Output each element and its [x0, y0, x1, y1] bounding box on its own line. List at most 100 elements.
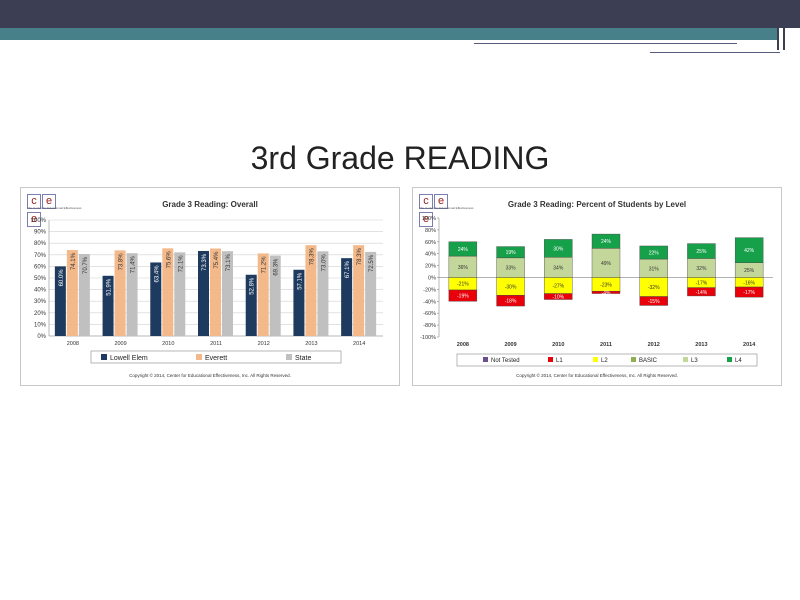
y-tick-label: -100%	[420, 335, 436, 341]
bar-value-label: 67.1%	[345, 261, 351, 279]
legend-swatch	[483, 357, 488, 362]
legend-label: BASIC	[639, 358, 658, 364]
bar-value-label: 30%	[553, 246, 564, 252]
bar-everett	[162, 248, 174, 336]
bar-value-label: 70.7%	[83, 256, 89, 274]
bar-value-label: -30%	[505, 284, 517, 290]
bar-value-label: 72.1%	[178, 255, 184, 273]
bar-value-label: 19%	[506, 250, 517, 256]
bar-state	[222, 251, 233, 336]
x-tick-label: 2009	[114, 341, 126, 347]
level-stacked-bar-chart: -100% -80% -60% -40% -20% 0% 20% 40% 60% 80% 100% 3…	[420, 216, 773, 367]
y-tick-label: 60%	[34, 264, 47, 270]
cee-logo: c ee The Center for Educational Effective…	[27, 194, 82, 227]
bar-value-label: 78.3%	[357, 248, 363, 266]
slide-accent-line	[777, 0, 779, 50]
bar-l1	[591, 290, 621, 294]
bar-value-label: 51.9%	[107, 278, 113, 296]
bar-l4	[496, 246, 525, 259]
bar-l1	[496, 295, 525, 307]
bar-value-label: 49%	[601, 261, 612, 267]
bar-value-label: -19%	[457, 294, 469, 300]
bar-l3	[591, 248, 621, 278]
legend-box	[90, 350, 342, 364]
bar-state	[269, 255, 281, 336]
bar-value-label: -17%	[743, 290, 755, 296]
bar-value-label: -23%	[600, 282, 612, 288]
y-tick-label: 60%	[425, 240, 436, 246]
slide-accent-bar	[0, 28, 777, 40]
bar-value-label: 69.3%	[274, 258, 280, 276]
bar-l4	[734, 237, 764, 263]
x-tick-label: 2014	[353, 341, 365, 347]
bar-value-label: 32%	[696, 266, 707, 272]
legend-label: Everett	[205, 355, 227, 362]
slide-top-bar	[0, 0, 800, 28]
legend-swatch	[286, 354, 292, 360]
bar-everett	[257, 253, 269, 336]
bar-value-label: 74.1%	[71, 252, 77, 270]
bar-state	[126, 253, 138, 336]
bar-lowell-elem	[245, 274, 257, 336]
bar-state	[317, 251, 329, 336]
y-tick-label: 20%	[425, 264, 436, 270]
bar-value-label: 25%	[696, 249, 707, 255]
y-tick-label: 80%	[425, 228, 436, 234]
bar-value-label: 73.1%	[226, 254, 232, 272]
y-tick-label: 50%	[34, 276, 47, 282]
y-tick-label: -60%	[423, 311, 436, 317]
bar-l4	[544, 239, 573, 258]
legend-label: L3	[691, 358, 698, 364]
bar-lowell-elem	[341, 258, 353, 336]
bar-value-label: 73.8%	[119, 253, 125, 271]
bar-value-label: 71.4%	[131, 256, 137, 274]
bar-l4	[591, 233, 621, 249]
bar-value-label: 24%	[458, 247, 469, 253]
y-tick-label: 20%	[34, 311, 47, 317]
bar-value-label: 25%	[744, 268, 755, 274]
bar-value-label: 31%	[649, 266, 660, 272]
y-tick-label: 40%	[34, 288, 47, 294]
bar-value-label: 73.0%	[321, 254, 327, 272]
bar-value-label: 33%	[506, 266, 517, 272]
legend-label: Lowell Elem	[110, 355, 148, 362]
legend-swatch	[196, 354, 202, 360]
overall-bar-chart: 0% 10% 20% 30% 40% 50% 60% 70% 80% 90% 100% 60.0% 74…	[31, 218, 383, 364]
legend-label: L2	[601, 358, 608, 364]
y-tick-label: 90%	[34, 230, 47, 236]
bar-lowell-elem	[54, 266, 66, 336]
bar-value-label: -21%	[457, 282, 469, 288]
bar-value-label: 60.0%	[59, 269, 65, 287]
bar-l4	[687, 243, 716, 259]
bar-l1	[687, 287, 716, 297]
bar-everett	[114, 250, 126, 336]
bar-value-label: 75.4%	[214, 251, 220, 269]
y-tick-label: -80%	[423, 323, 436, 329]
legend-swatch	[683, 357, 688, 362]
y-tick-label: 80%	[34, 241, 47, 247]
legend-label: Not Tested	[491, 358, 520, 364]
x-tick-label: 2013	[305, 341, 317, 347]
legend-swatch	[101, 354, 107, 360]
slide-title: 3rd Grade READING	[250, 140, 550, 176]
bar-value-label: -17%	[696, 281, 708, 287]
bar-value-label: 52.8%	[250, 277, 256, 295]
copyright: Copyright © 2014, Center for Educational…	[516, 373, 678, 378]
bar-value-label: -15%	[648, 299, 660, 305]
bar-value-label: 22%	[649, 251, 660, 257]
bar-everett	[353, 245, 365, 336]
bar-everett	[305, 245, 317, 336]
bar-value-label: 34%	[553, 265, 564, 271]
y-tick-label: 70%	[34, 253, 47, 259]
legend-label: L4	[735, 358, 742, 364]
x-tick-label: 2012	[648, 342, 660, 348]
cee-logo: c ee The Center for Educational Effective…	[419, 194, 474, 227]
bar-value-label: 73.3%	[202, 253, 208, 271]
x-tick-label: 2013	[695, 342, 707, 348]
legend-swatch	[727, 357, 732, 362]
legend-box	[456, 353, 758, 367]
bar-value-label: -16%	[743, 280, 755, 286]
legend-swatch	[548, 357, 553, 362]
x-tick-label: 2014	[743, 342, 756, 348]
x-tick-label: 2010	[162, 341, 174, 347]
